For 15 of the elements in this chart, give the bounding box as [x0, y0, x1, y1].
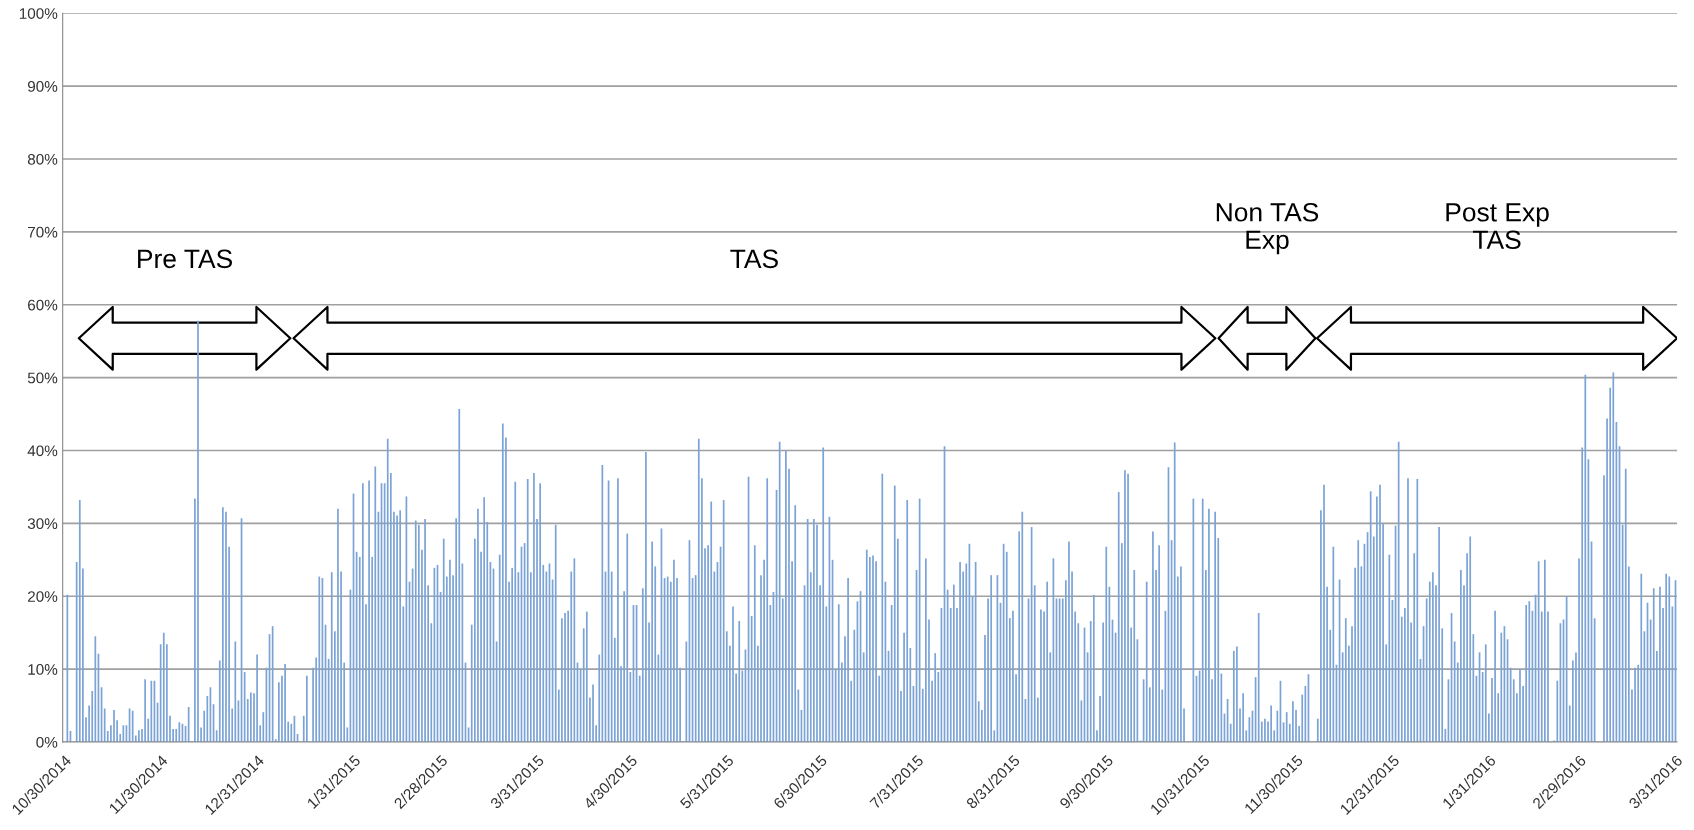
- y-tick-label: 50%: [27, 372, 58, 384]
- annotation: Pre TAS: [138, 249, 233, 269]
- y-tick-label: 70%: [28, 226, 58, 238]
- y-tick-label: 30%: [27, 518, 58, 530]
- annotation: Post Exp TAS: [1446, 203, 1549, 250]
- y-tick-label: 80%: [27, 153, 58, 165]
- annotation: Non TAS Exp: [1216, 202, 1319, 255]
- y-tick-label: 90%: [27, 81, 58, 92]
- annotation: TAS: [730, 249, 778, 269]
- y-tick-label: 60%: [28, 299, 58, 311]
- y-tick-label: 20%: [28, 591, 58, 602]
- y-tick-label: 100%: [19, 8, 58, 19]
- y-tick-label: 40%: [27, 445, 58, 457]
- y-tick-label: 0%: [36, 736, 58, 748]
- y-tick-label: 10%: [28, 664, 58, 675]
